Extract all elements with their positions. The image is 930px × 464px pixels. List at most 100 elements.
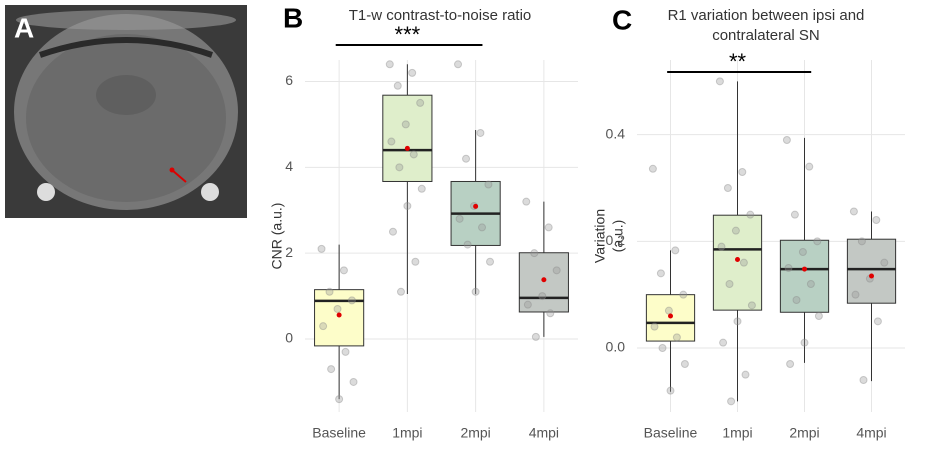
data-point — [546, 309, 555, 318]
data-point — [408, 68, 417, 77]
x-tick-label: 1mpi — [722, 425, 752, 441]
data-point — [401, 120, 410, 129]
data-point — [656, 269, 665, 278]
data-point — [317, 244, 326, 253]
bright-spot — [201, 183, 219, 201]
mri-image: A — [5, 5, 247, 218]
data-point — [664, 306, 673, 315]
box — [779, 239, 830, 313]
box — [382, 94, 433, 182]
y-axis-label: (a.u.) — [610, 220, 626, 253]
data-point — [650, 322, 659, 331]
data-point — [679, 290, 688, 299]
panel-label: B — [283, 2, 303, 33]
arrow-head — [169, 167, 175, 173]
data-point — [658, 344, 667, 352]
scalp — [16, 10, 236, 30]
data-point — [385, 60, 394, 69]
data-point — [671, 246, 680, 255]
bright-spot — [37, 183, 55, 201]
x-tick-label: 2mpi — [460, 425, 490, 441]
data-point — [471, 287, 480, 296]
data-point — [403, 201, 412, 210]
data-point — [523, 300, 532, 309]
panel-label: A — [14, 12, 34, 43]
brain — [26, 34, 226, 202]
data-point — [395, 163, 404, 172]
x-tick-label: 2mpi — [789, 425, 819, 441]
data-point — [786, 360, 795, 368]
data-point — [349, 377, 358, 386]
y-tick-label: 0.0 — [606, 339, 626, 355]
data-point — [325, 287, 334, 296]
y-axis-label: CNR (a.u.) — [269, 203, 285, 270]
mean-marker — [668, 313, 673, 319]
chart-title: contralateral SN — [712, 27, 820, 44]
data-point — [522, 197, 531, 206]
y-tick-label: 4 — [285, 158, 293, 174]
data-point — [872, 216, 881, 224]
data-point — [741, 370, 750, 379]
data-point — [484, 180, 493, 189]
data-point — [739, 258, 748, 267]
data-point — [880, 258, 889, 267]
box — [314, 289, 365, 347]
data-point — [672, 333, 681, 342]
chart-title: R1 variation between ipsi and — [668, 7, 865, 24]
data-point — [347, 296, 356, 305]
data-point — [393, 81, 402, 90]
box — [518, 252, 569, 313]
data-point — [814, 312, 823, 320]
data-point — [416, 98, 425, 107]
corpus — [39, 37, 213, 58]
mean-marker — [802, 266, 807, 272]
data-point — [747, 301, 756, 310]
arrow — [171, 169, 187, 183]
data-point — [813, 237, 822, 246]
data-point — [411, 257, 420, 266]
data-point — [859, 376, 868, 384]
data-point — [396, 287, 405, 296]
x-tick-label: 4mpi — [529, 425, 559, 441]
y-axis-label: Variation — [592, 209, 608, 263]
data-point — [648, 164, 657, 173]
data-point — [552, 266, 561, 275]
x-tick-label: Baseline — [312, 425, 366, 441]
mean-marker — [869, 273, 874, 279]
significance-label: *** — [395, 22, 421, 47]
data-point — [333, 304, 342, 313]
data-point — [666, 386, 675, 395]
mean-marker — [541, 277, 547, 283]
data-point — [417, 184, 426, 193]
data-point — [335, 395, 344, 404]
data-point — [857, 237, 866, 246]
data-point — [476, 128, 485, 137]
data-point — [717, 242, 726, 251]
data-point — [455, 214, 464, 223]
data-point — [800, 338, 809, 347]
thalamus — [96, 75, 156, 115]
data-point — [388, 227, 397, 236]
data-point — [462, 154, 471, 163]
data-point — [680, 360, 689, 368]
data-point — [538, 292, 547, 301]
data-point — [725, 280, 734, 288]
mean-marker — [735, 256, 740, 262]
data-point — [463, 240, 472, 249]
data-point — [531, 332, 540, 341]
data-point — [319, 322, 328, 331]
data-point — [805, 162, 814, 171]
mean-marker — [473, 203, 479, 209]
data-point — [486, 257, 495, 266]
significance-label: ** — [729, 49, 747, 74]
data-point — [851, 290, 860, 299]
x-tick-label: 4mpi — [856, 425, 886, 441]
data-point — [738, 168, 747, 176]
y-tick-label: 0.2 — [606, 232, 626, 248]
data-point — [731, 226, 740, 235]
y-tick-label: 6 — [285, 72, 293, 88]
mean-marker — [336, 312, 342, 318]
data-point — [723, 184, 732, 192]
data-point — [792, 296, 801, 304]
box — [712, 214, 763, 311]
